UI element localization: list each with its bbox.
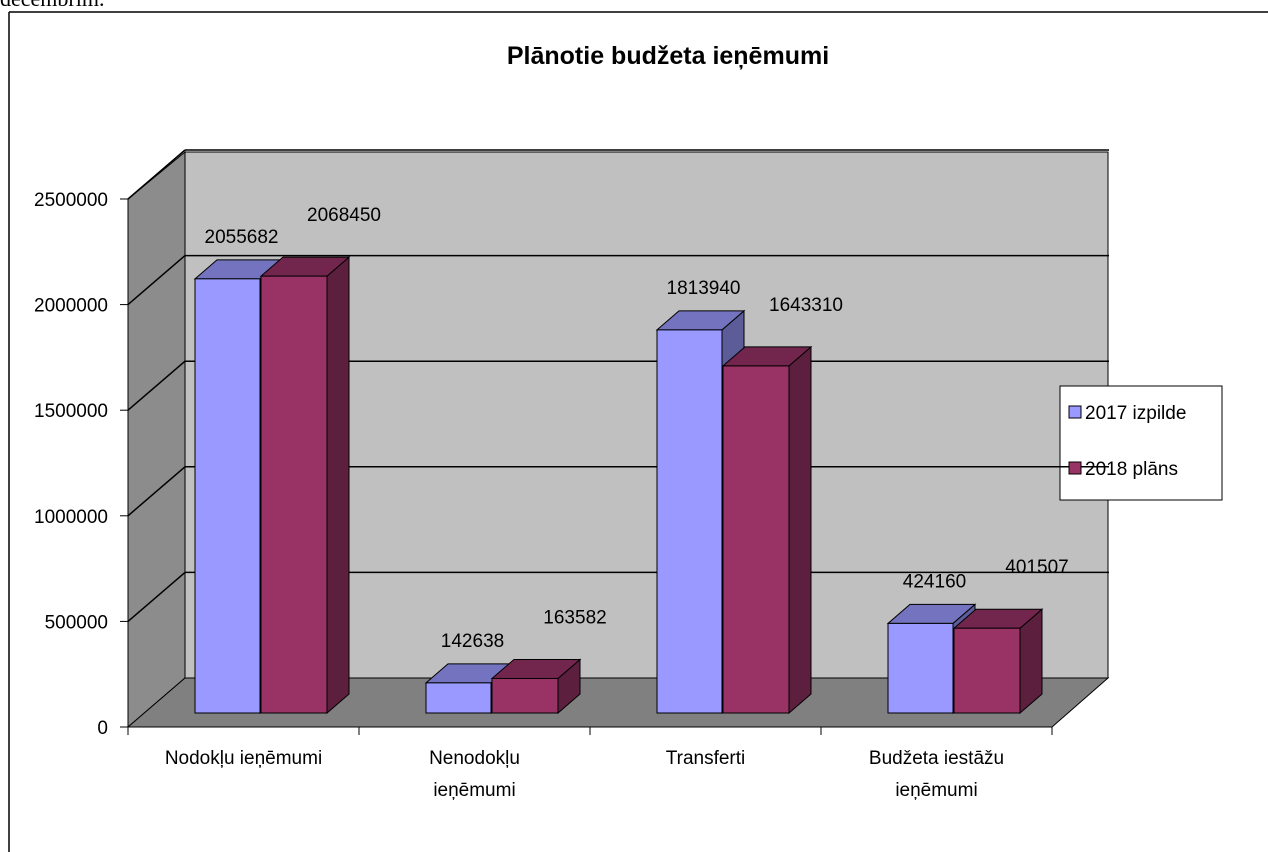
bar xyxy=(952,608,1044,715)
left-wall xyxy=(127,150,186,729)
data-label: 163582 xyxy=(543,607,606,628)
bar xyxy=(490,658,582,715)
x-tick-label-line: Nenodokļu xyxy=(429,748,520,769)
legend xyxy=(1059,385,1223,501)
grid-line xyxy=(127,255,186,306)
cut-off-text: decembrim. xyxy=(0,0,104,11)
bar-front xyxy=(722,365,790,714)
y-tick-label: 2000000 xyxy=(34,296,108,317)
x-tick-label: Nodokļu ieņēmumi xyxy=(165,748,322,769)
legend-swatch xyxy=(1068,461,1082,475)
x-tick-label-line: ieņēmumi xyxy=(895,780,977,801)
chart-title: Plānotie budžeta ieņēmumi xyxy=(507,42,829,70)
y-tick-label: 1500000 xyxy=(34,401,108,422)
grid-line xyxy=(127,149,186,200)
bar-front xyxy=(425,682,492,714)
x-tick-label: Nenodokļu ieņēmumi xyxy=(429,748,520,801)
bar xyxy=(259,256,351,715)
legend-label: 2017 izpilde xyxy=(1085,403,1186,424)
bar-front xyxy=(260,275,328,714)
bar-side xyxy=(326,256,350,715)
data-label: 424160 xyxy=(903,571,966,592)
y-tick-label: 2500000 xyxy=(34,190,108,211)
data-label: 401507 xyxy=(1005,557,1068,578)
y-tick-label: 0 xyxy=(97,718,108,739)
y-tick-label: 1000000 xyxy=(34,507,108,528)
data-label: 1813940 xyxy=(667,278,741,299)
x-tick-label: Budžeta iestāžu ieņēmumi xyxy=(869,748,1004,801)
data-label: 142638 xyxy=(441,631,504,652)
bar-front xyxy=(887,622,954,714)
bar xyxy=(721,345,813,715)
x-tick-label: Transferti xyxy=(666,748,746,769)
grid-line xyxy=(127,571,186,622)
y-tick-label: 500000 xyxy=(45,612,108,633)
x-tick-label-line: Budžeta iestāžu xyxy=(869,748,1004,769)
bar-front xyxy=(491,677,559,714)
bar-front xyxy=(953,627,1021,714)
legend-swatch xyxy=(1068,405,1082,419)
data-label: 1643310 xyxy=(769,295,843,316)
data-label: 2068450 xyxy=(307,205,381,226)
data-label: 2055682 xyxy=(205,227,279,248)
grid-line xyxy=(127,466,186,517)
grid-line xyxy=(127,360,186,411)
x-tick-label-line: ieņēmumi xyxy=(433,780,515,801)
bar-front xyxy=(656,329,723,714)
legend-label: 2018 plāns xyxy=(1085,459,1178,480)
bar-front xyxy=(194,278,261,714)
bar-side xyxy=(788,345,812,715)
